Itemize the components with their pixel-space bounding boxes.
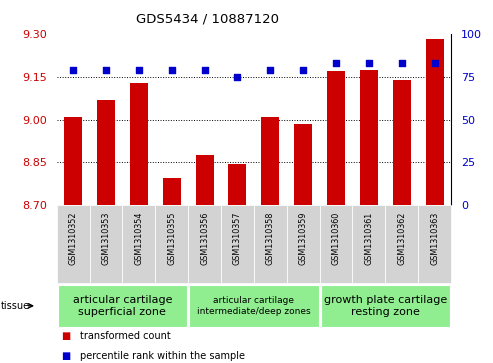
- Point: [299, 68, 307, 73]
- Bar: [64, 117, 82, 205]
- Text: GSM1310360: GSM1310360: [332, 211, 341, 265]
- Text: GSM1310354: GSM1310354: [135, 211, 143, 265]
- Text: growth plate cartilage
resting zone: growth plate cartilage resting zone: [324, 295, 447, 317]
- Point: [431, 61, 439, 66]
- Bar: [327, 72, 345, 205]
- Point: [201, 68, 209, 73]
- Text: transformed count: transformed count: [80, 331, 171, 341]
- Text: GSM1310353: GSM1310353: [102, 211, 110, 265]
- Text: GSM1310358: GSM1310358: [266, 211, 275, 265]
- Point: [234, 74, 242, 80]
- Bar: [130, 83, 148, 205]
- Bar: [261, 117, 280, 205]
- Point: [398, 61, 406, 66]
- Text: GSM1310352: GSM1310352: [69, 211, 77, 265]
- Text: GSM1310357: GSM1310357: [233, 211, 242, 265]
- Text: GSM1310363: GSM1310363: [430, 211, 439, 265]
- Point: [365, 61, 373, 66]
- Point: [266, 68, 274, 73]
- Point: [332, 61, 340, 66]
- Text: percentile rank within the sample: percentile rank within the sample: [80, 351, 246, 361]
- Text: GSM1310359: GSM1310359: [299, 211, 308, 265]
- Bar: [294, 124, 312, 205]
- Point: [102, 68, 110, 73]
- Point: [69, 68, 77, 73]
- Bar: [360, 70, 378, 205]
- Text: GSM1310356: GSM1310356: [200, 211, 209, 265]
- Bar: [425, 39, 444, 205]
- Bar: [196, 155, 213, 205]
- Text: ■: ■: [62, 331, 71, 341]
- Bar: [228, 164, 246, 205]
- Point: [168, 68, 176, 73]
- Text: GSM1310361: GSM1310361: [364, 211, 373, 265]
- Point: [135, 68, 143, 73]
- Text: GSM1310355: GSM1310355: [167, 211, 176, 265]
- Bar: [97, 100, 115, 205]
- Text: ■: ■: [62, 351, 71, 361]
- Text: GDS5434 / 10887120: GDS5434 / 10887120: [136, 13, 279, 26]
- Bar: [393, 80, 411, 205]
- Text: articular cartilage
superficial zone: articular cartilage superficial zone: [72, 295, 172, 317]
- Bar: [163, 178, 181, 205]
- Text: GSM1310362: GSM1310362: [397, 211, 406, 265]
- Text: articular cartilage
intermediate/deep zones: articular cartilage intermediate/deep zo…: [197, 296, 311, 315]
- Text: tissue: tissue: [1, 301, 30, 311]
